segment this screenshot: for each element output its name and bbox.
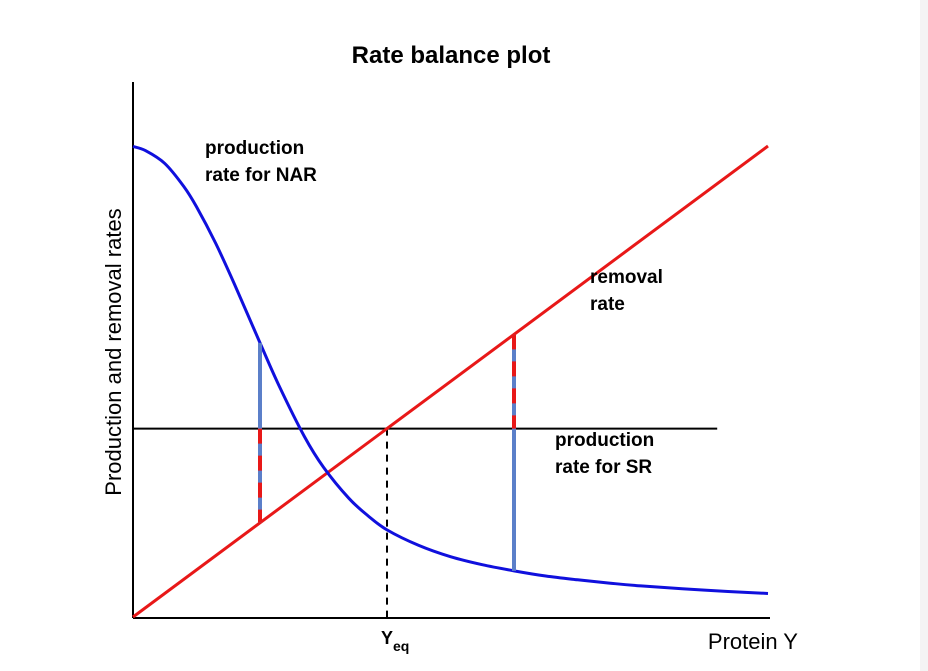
y-axis-label: Production and removal rates xyxy=(101,208,126,495)
series-label-sr-line-2: rate for SR xyxy=(555,457,652,478)
series-label-nar-line-2: rate for NAR xyxy=(205,165,317,186)
x-axis-label: Protein Y xyxy=(708,629,798,654)
window-edge xyxy=(920,0,928,671)
series-line-removal xyxy=(132,144,769,619)
series-label-sr-line-1: production xyxy=(555,430,654,451)
chart-marks: production rate for NAR removal rate product… xyxy=(132,138,769,619)
series-label-removal-line-2: rate xyxy=(590,294,625,315)
x-tick-label-yeq: Yeq xyxy=(381,628,409,654)
chart-title: Rate balance plot xyxy=(352,42,551,69)
series-line-nar xyxy=(132,145,769,595)
yeq-main: Y xyxy=(381,628,393,648)
series-label-nar-line-1: production xyxy=(205,138,304,159)
yeq-subscript: eq xyxy=(393,638,409,654)
series-label-removal-line-1: removal xyxy=(590,267,663,288)
